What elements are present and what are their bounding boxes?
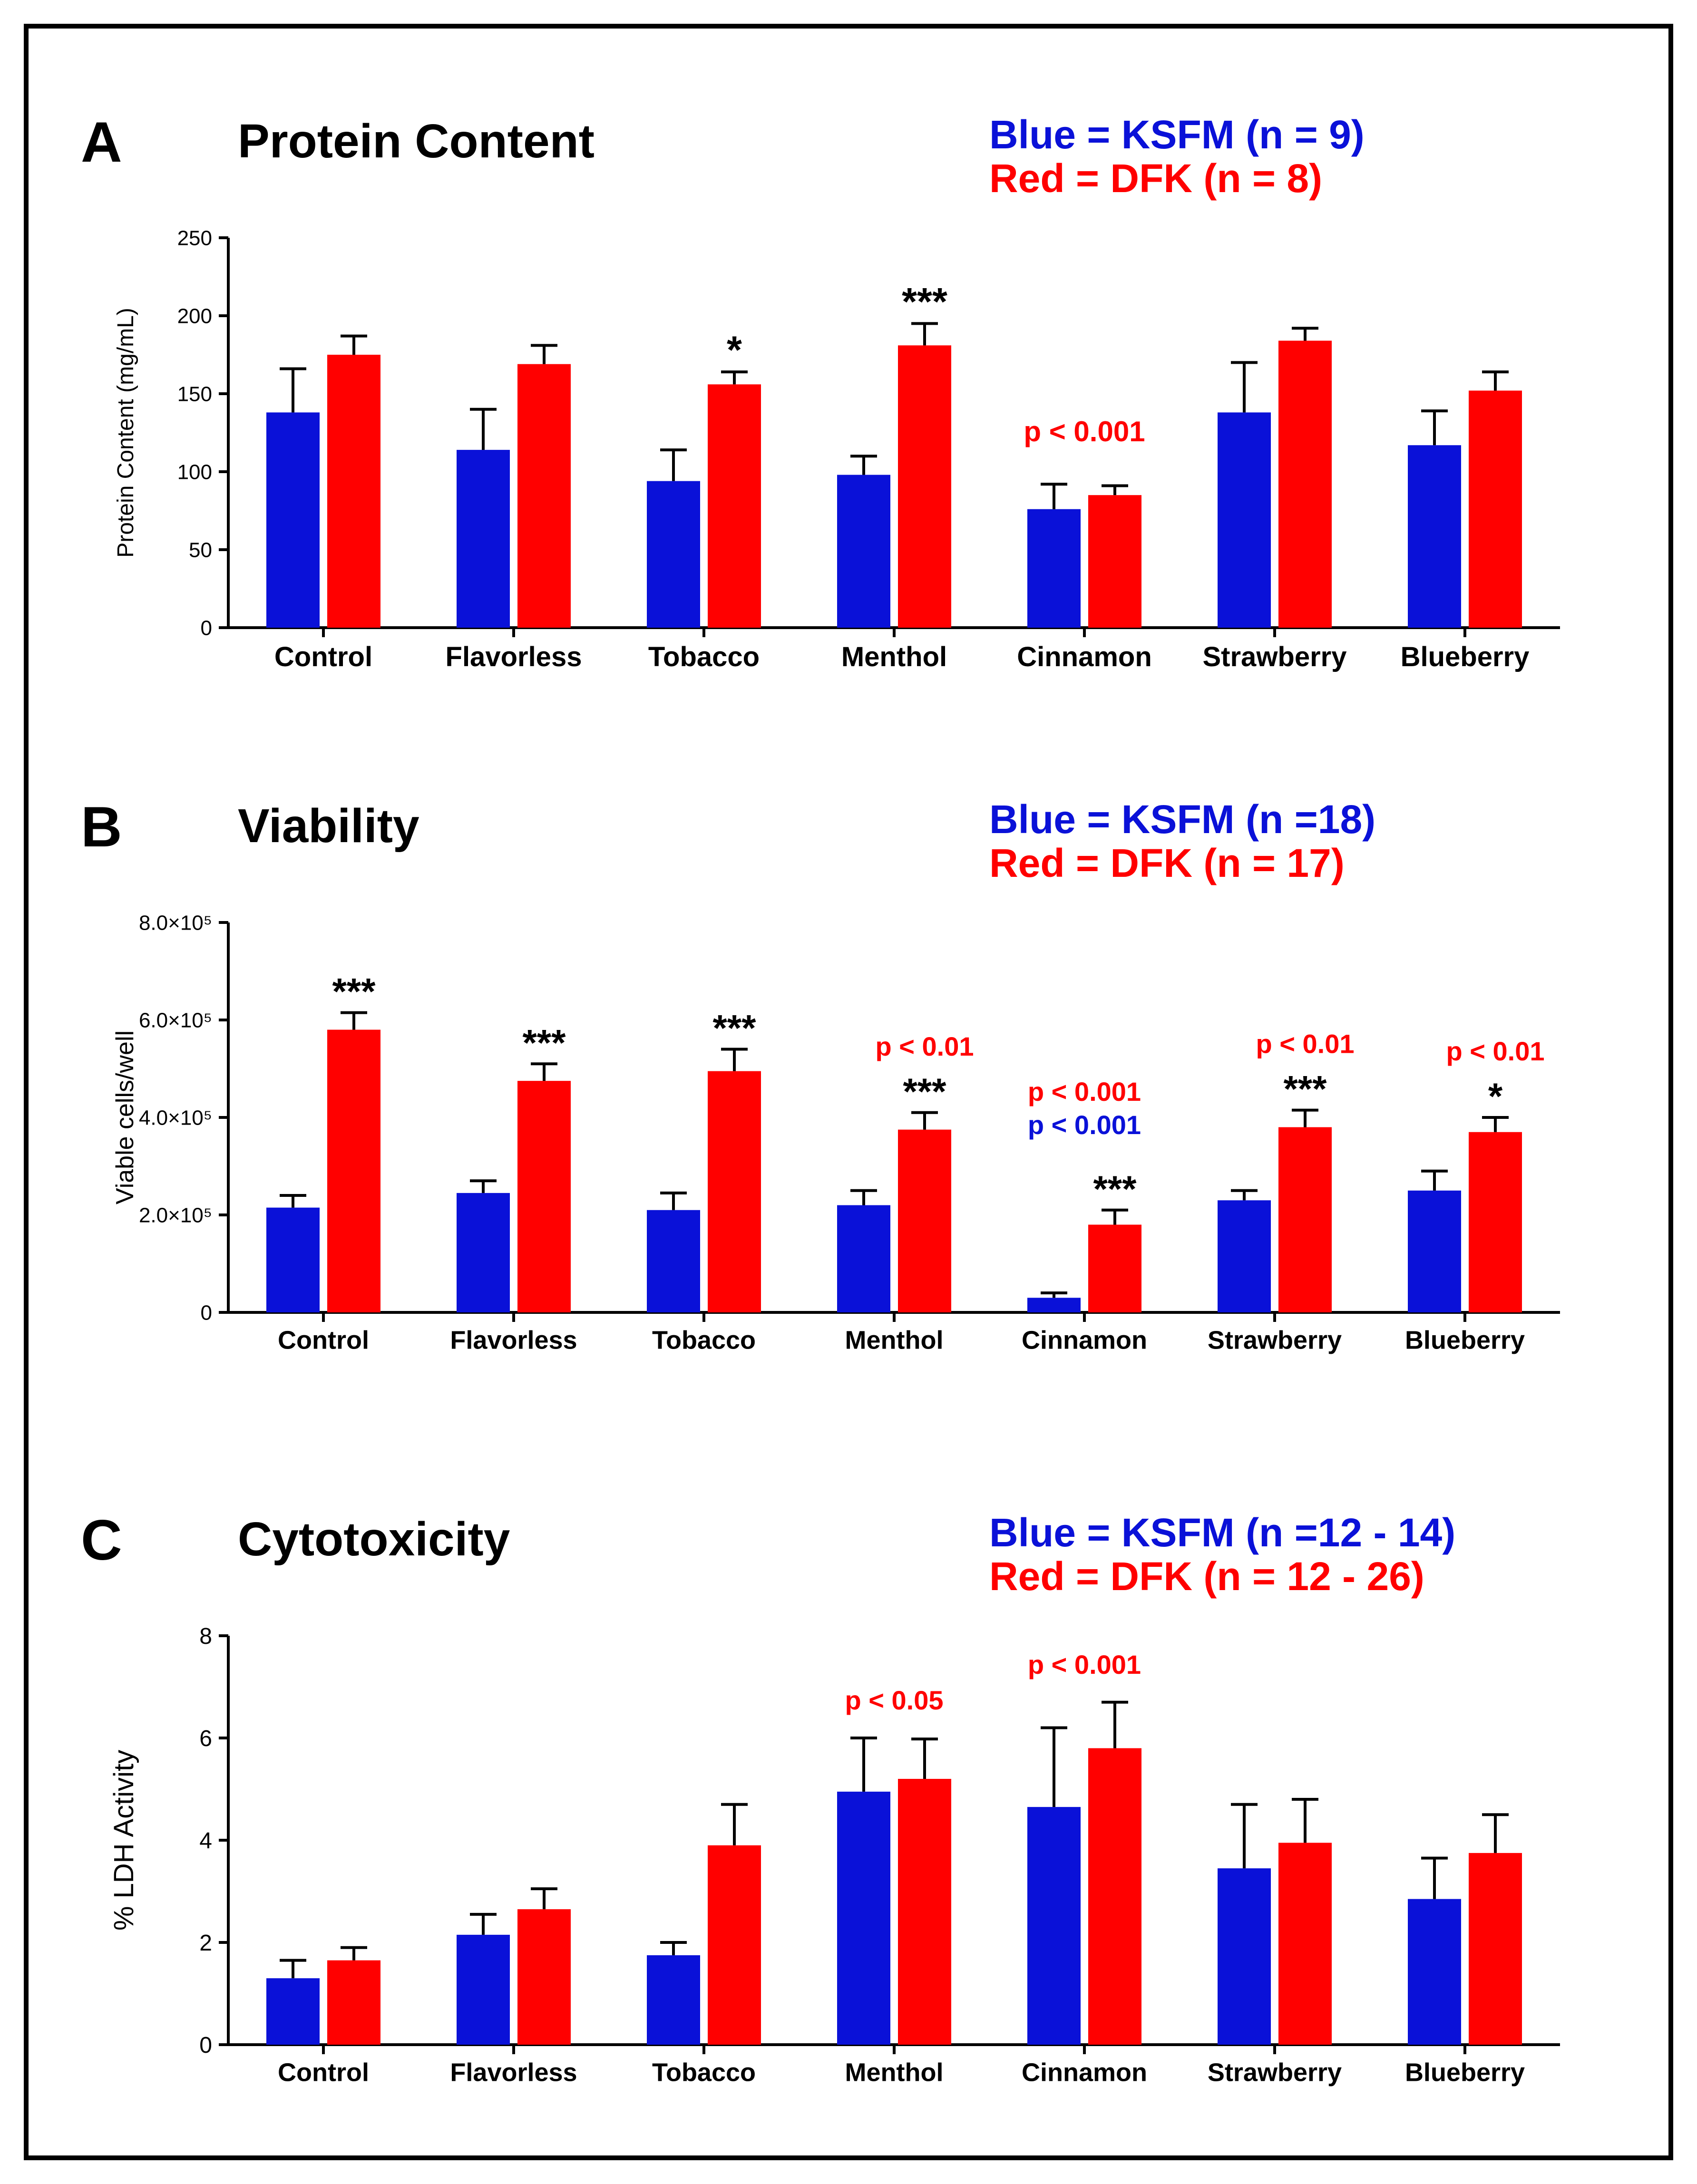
svg-text:***: ***: [332, 971, 376, 1012]
svg-text:p < 0.001: p < 0.001: [1028, 1650, 1141, 1679]
svg-text:150: 150: [177, 382, 212, 406]
svg-text:Tobacco: Tobacco: [652, 1326, 756, 1355]
svg-text:p < 0.01: p < 0.01: [1446, 1036, 1544, 1066]
svg-text:***: ***: [1283, 1068, 1327, 1110]
svg-text:p < 0.01: p < 0.01: [1256, 1029, 1354, 1059]
svg-text:Flavorless: Flavorless: [446, 641, 582, 672]
svg-text:Menthol: Menthol: [845, 1326, 944, 1355]
svg-text:Protein Content (mg/mL): Protein Content (mg/mL): [113, 308, 138, 558]
svg-text:0: 0: [199, 2033, 212, 2058]
panel-a: A Protein Content Blue = KSFM (n = 9) Re…: [29, 86, 1668, 704]
svg-text:***: ***: [712, 1007, 756, 1049]
svg-text:*: *: [1488, 1075, 1503, 1117]
svg-text:Strawberry: Strawberry: [1208, 2058, 1342, 2087]
svg-text:***: ***: [1093, 1168, 1137, 1210]
svg-text:100: 100: [177, 460, 212, 484]
svg-text:Control: Control: [274, 641, 372, 672]
svg-text:Viable cells/well: Viable cells/well: [111, 1030, 139, 1204]
svg-text:Blueberry: Blueberry: [1401, 641, 1530, 672]
svg-text:Menthol: Menthol: [841, 641, 947, 672]
svg-text:% LDH Activity: % LDH Activity: [108, 1750, 139, 1931]
svg-text:*: *: [727, 329, 742, 372]
figure-frame: A Protein Content Blue = KSFM (n = 9) Re…: [24, 24, 1673, 2160]
svg-text:Menthol: Menthol: [845, 2058, 944, 2087]
svg-text:4: 4: [199, 1828, 212, 1854]
svg-text:***: ***: [902, 280, 947, 323]
panel-c-chart: 0 2 4 6 8 % LDH Activity Control Flavorless Toba…: [29, 1484, 1608, 2126]
svg-text:p < 0.001: p < 0.001: [1028, 1110, 1141, 1140]
svg-text:Strawberry: Strawberry: [1202, 641, 1346, 672]
page: A Protein Content Blue = KSFM (n = 9) Re…: [0, 0, 1697, 2184]
svg-text:Tobacco: Tobacco: [648, 641, 760, 672]
svg-text:200: 200: [177, 304, 212, 328]
svg-text:250: 250: [177, 226, 212, 250]
svg-text:50: 50: [189, 538, 212, 562]
svg-text:p < 0.01: p < 0.01: [875, 1031, 974, 1061]
svg-text:Blueberry: Blueberry: [1405, 1326, 1525, 1355]
svg-text:8: 8: [199, 1624, 212, 1649]
svg-text:Flavorless: Flavorless: [450, 2058, 577, 2087]
svg-text:p < 0.05: p < 0.05: [845, 1685, 943, 1715]
svg-text:2: 2: [199, 1931, 212, 1956]
svg-text:Cinnamon: Cinnamon: [1017, 641, 1152, 672]
panel-b-chart: 0 2.0×10⁵ 4.0×10⁵ 6.0×10⁵ 8.0×10⁵ Viable cell…: [29, 770, 1608, 1388]
svg-text:Flavorless: Flavorless: [450, 1326, 577, 1355]
svg-text:Cinnamon: Cinnamon: [1022, 1326, 1147, 1355]
svg-text:p < 0.001: p < 0.001: [1024, 416, 1145, 447]
svg-text:4.0×10⁵: 4.0×10⁵: [139, 1106, 212, 1129]
panel-a-chart: 0 50 100 150 200 250 Protein Content (mg/mL) Co…: [29, 86, 1608, 704]
svg-text:Control: Control: [278, 2058, 369, 2087]
svg-text:Control: Control: [278, 1326, 369, 1355]
panel-c: C Cytotoxicity Blue = KSFM (n =12 - 14) …: [29, 1484, 1668, 2126]
svg-text:Tobacco: Tobacco: [652, 2058, 756, 2087]
svg-text:***: ***: [903, 1070, 946, 1112]
svg-text:Strawberry: Strawberry: [1208, 1326, 1342, 1355]
svg-text:6.0×10⁵: 6.0×10⁵: [139, 1009, 212, 1032]
svg-text:Blueberry: Blueberry: [1405, 2058, 1525, 2087]
panel-b: B Viability Blue = KSFM (n =18) Red = DF…: [29, 770, 1668, 1388]
svg-text:6: 6: [199, 1726, 212, 1751]
svg-text:0: 0: [201, 1301, 212, 1324]
svg-text:0: 0: [201, 616, 212, 640]
svg-text:Cinnamon: Cinnamon: [1022, 2058, 1147, 2087]
svg-text:2.0×10⁵: 2.0×10⁵: [139, 1204, 212, 1227]
svg-text:***: ***: [522, 1021, 566, 1063]
svg-text:8.0×10⁵: 8.0×10⁵: [139, 911, 212, 934]
svg-text:p < 0.001: p < 0.001: [1028, 1077, 1141, 1107]
